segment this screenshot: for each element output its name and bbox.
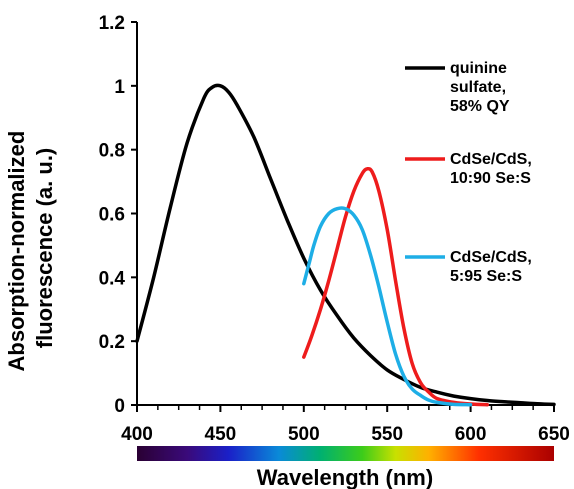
y-tick-label: 0.6	[99, 205, 125, 226]
y-tick-label: 1.2	[99, 13, 125, 34]
legend-label-line: 10:90 Se:S	[450, 170, 531, 187]
legend-label-line: CdSe/CdS,	[450, 151, 532, 168]
legend-label-line: 5:95 Se:S	[450, 268, 522, 285]
y-tick-label: 0.8	[99, 141, 125, 162]
legend-label-line: sulfate,	[450, 79, 506, 96]
y-axis-title: Absorption-normalized fluorescence (a. u…	[4, 125, 57, 372]
wavelength-spectrum-bar	[137, 446, 554, 461]
x-tick-label: 450	[205, 424, 237, 445]
x-tick-label: 400	[121, 424, 153, 445]
x-tick-label: 550	[371, 424, 403, 445]
legend-label-line: quinine	[450, 60, 507, 77]
y-axis: 0 0.2 0.4 0.6 0.8 1 1.2	[99, 13, 137, 417]
x-axis: 400 450 500 550 600 650	[121, 405, 570, 445]
y-tick-label: 0.4	[99, 268, 126, 289]
x-axis-title: Wavelength (nm)	[257, 465, 433, 489]
legend-quinine-sulfate: quinine sulfate, 58% QY	[405, 60, 510, 115]
cdse-cds-10-90-line	[302, 166, 490, 407]
x-tick-label: 600	[455, 424, 487, 445]
y-axis-title-line-2: fluorescence (a. u.)	[32, 148, 57, 349]
legend: quinine sulfate, 58% QY CdSe/CdS, 10:90 Se:S…	[405, 60, 532, 285]
series-lines	[135, 83, 556, 407]
cdse-cds-5-95-line	[302, 206, 473, 407]
x-tick-label: 500	[288, 424, 320, 445]
x-tick-label: 650	[538, 424, 570, 445]
y-tick-label: 1	[114, 77, 125, 98]
legend-cdse-cds-10-90: CdSe/CdS, 10:90 Se:S	[405, 151, 532, 187]
legend-label-line: CdSe/CdS,	[450, 249, 532, 266]
y-axis-title-line-1: Absorption-normalized	[4, 131, 29, 372]
y-tick-label: 0	[114, 396, 125, 417]
quinine-sulfate-line	[135, 83, 556, 407]
legend-cdse-cds-5-95: CdSe/CdS, 5:95 Se:S	[405, 249, 532, 285]
legend-label-line: 58% QY	[450, 98, 510, 115]
y-tick-label: 0.2	[99, 332, 125, 353]
